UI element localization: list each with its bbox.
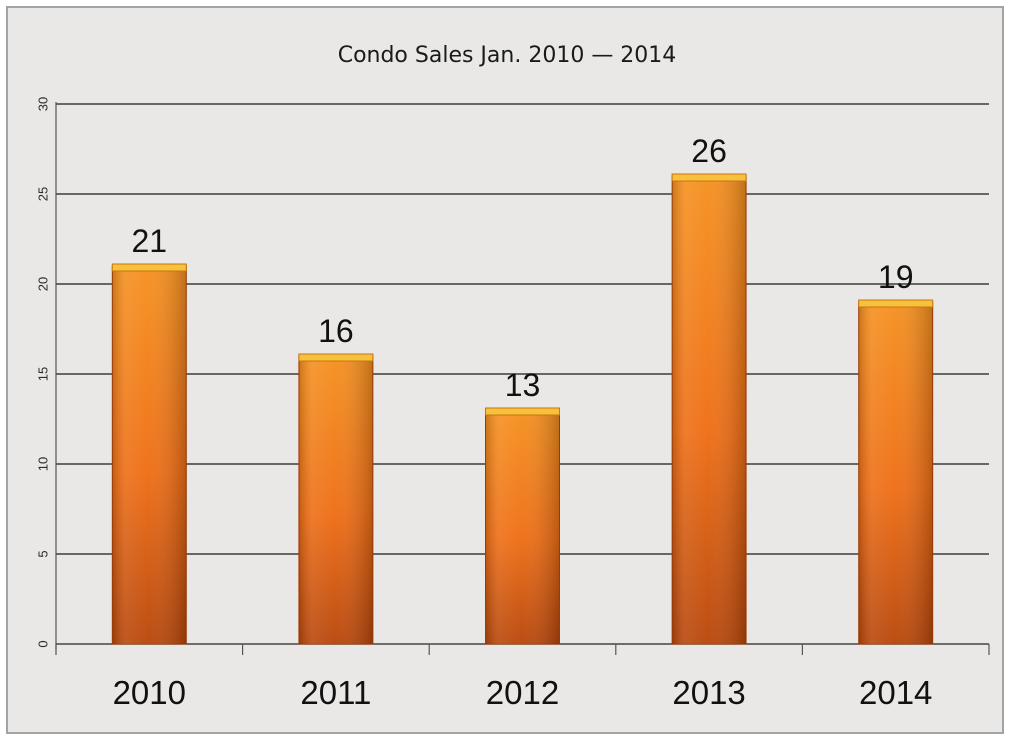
y-tick-label: 20 [35,277,50,291]
bar-top-cap [111,263,187,272]
bar-shading [298,356,373,644]
bar-top-cap [858,299,934,308]
y-tick-label: 0 [35,640,50,647]
x-tick-label: 2011 [300,674,371,711]
x-tick-label: 2010 [113,674,186,711]
bar-top-cap [298,353,374,362]
bar-top-cap [671,173,747,182]
chart-title: Condo Sales Jan. 2010 — 2014 [338,43,677,68]
x-tick-label: 2013 [672,674,745,711]
bar-shading [858,302,933,644]
data-labels: 21 16 13 26 19 [132,133,914,403]
data-label: 13 [505,367,541,403]
bar-2012 [485,407,560,645]
x-tick-label: 2014 [859,674,932,711]
y-tick-label: 15 [35,367,50,381]
y-tick-label: 10 [35,457,50,471]
x-tick-label: 2012 [486,674,559,711]
bar-shading [112,266,187,644]
y-axis-tick-labels: 0 5 10 15 20 25 30 [35,97,50,648]
bars [111,173,934,645]
data-label: 16 [318,313,354,349]
x-axis-tick-labels: 2010 2011 2012 2013 2014 [113,674,933,711]
data-label: 21 [132,223,168,259]
bar-2011 [298,353,374,645]
bar-shading [672,176,747,644]
gridlines [56,103,989,555]
bar-2013 [671,173,747,645]
data-label: 26 [691,133,727,169]
data-label: 19 [878,259,914,295]
bar-2010 [111,263,187,645]
bar-shading [485,410,560,644]
bar-top-cap [485,407,560,416]
y-tick-label: 5 [35,550,50,557]
y-tick-label: 25 [35,187,50,201]
y-tick-label: 30 [35,97,50,111]
bar-2014 [858,299,934,645]
